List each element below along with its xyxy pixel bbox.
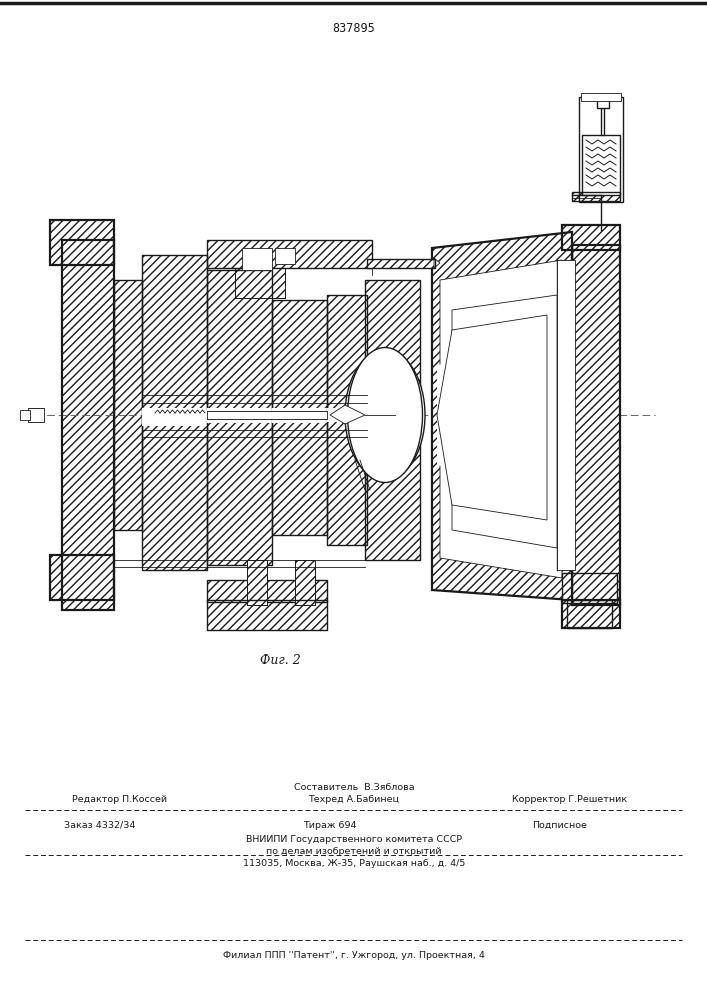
Text: Техред А.Бабинец: Техред А.Бабинец	[308, 796, 399, 804]
Bar	[562, 225, 620, 250]
Bar	[235, 268, 285, 298]
Bar	[235, 268, 285, 298]
Bar	[572, 192, 620, 201]
Polygon shape	[437, 315, 547, 520]
Bar	[365, 393, 420, 435]
Bar	[295, 560, 315, 605]
Bar	[327, 420, 367, 545]
Bar	[142, 415, 207, 570]
Bar	[142, 408, 207, 426]
Bar	[327, 408, 367, 422]
Text: Подписное: Подписное	[532, 820, 588, 830]
Bar	[365, 430, 420, 560]
Bar	[50, 220, 114, 265]
Bar	[597, 100, 609, 108]
Bar	[572, 245, 620, 605]
Text: Филиал ППП ''Патент'', г. Ужгород, ул. Проектная, 4: Филиал ППП ''Патент'', г. Ужгород, ул. П…	[223, 950, 485, 960]
Bar	[365, 280, 420, 395]
Ellipse shape	[345, 350, 425, 480]
Bar	[562, 600, 620, 628]
Bar	[62, 240, 114, 610]
Text: Фиг. 2: Фиг. 2	[259, 654, 300, 666]
Bar	[272, 420, 327, 535]
Text: по делам изобретений и открытий: по делам изобретений и открытий	[267, 846, 442, 856]
Polygon shape	[437, 345, 542, 490]
Bar	[562, 600, 620, 628]
Bar	[50, 220, 114, 265]
Bar	[272, 408, 327, 423]
Bar	[207, 600, 327, 630]
Bar	[365, 430, 420, 560]
Bar	[207, 240, 372, 268]
Bar	[367, 259, 435, 268]
Bar	[207, 580, 327, 602]
Bar	[207, 408, 272, 423]
Text: 113035, Москва, Ж-35, Раушская наб., д. 4/5: 113035, Москва, Ж-35, Раушская наб., д. …	[243, 858, 465, 867]
Bar	[367, 259, 435, 268]
Bar	[272, 300, 327, 410]
Bar	[562, 573, 617, 603]
Bar	[247, 560, 267, 605]
Bar	[327, 295, 367, 410]
Bar	[247, 560, 267, 605]
Ellipse shape	[348, 348, 423, 483]
Polygon shape	[330, 405, 365, 424]
Bar	[579, 97, 623, 202]
Polygon shape	[432, 232, 572, 600]
Bar	[207, 270, 272, 410]
Bar	[207, 580, 327, 602]
Bar	[28, 408, 44, 422]
Polygon shape	[434, 258, 440, 268]
Bar	[272, 420, 327, 535]
Bar	[20, 410, 30, 420]
Bar	[572, 192, 620, 201]
Bar	[581, 93, 621, 101]
Bar	[582, 135, 620, 195]
Bar	[562, 225, 620, 250]
Bar	[207, 420, 272, 565]
Bar	[567, 600, 612, 628]
Polygon shape	[452, 295, 557, 548]
Bar	[562, 573, 617, 603]
Bar	[572, 245, 620, 605]
Bar	[207, 411, 327, 419]
Bar	[327, 295, 367, 410]
Bar	[327, 420, 367, 545]
Bar	[50, 555, 114, 600]
Bar	[272, 300, 327, 410]
Bar	[557, 260, 575, 570]
Bar	[295, 560, 315, 605]
Bar	[142, 415, 207, 570]
Bar	[50, 555, 114, 600]
Bar	[62, 240, 114, 610]
Text: Заказ 4332/34: Заказ 4332/34	[64, 820, 136, 830]
Bar	[275, 248, 295, 264]
Bar	[207, 600, 327, 630]
Bar	[207, 270, 272, 410]
Text: ВНИИПИ Государственного комитета СССР: ВНИИПИ Государственного комитета СССР	[246, 836, 462, 844]
Bar	[242, 248, 272, 270]
Bar	[114, 280, 142, 530]
Bar	[207, 240, 372, 268]
Text: Корректор Г.Решетник: Корректор Г.Решетник	[513, 796, 628, 804]
Text: Составитель  В.Зяблова: Составитель В.Зяблова	[293, 784, 414, 792]
Text: Редактор П.Коссей: Редактор П.Коссей	[72, 796, 168, 804]
Bar	[114, 280, 142, 530]
Bar	[142, 255, 207, 410]
Text: Тираж 694: Тираж 694	[303, 820, 357, 830]
Bar	[142, 255, 207, 410]
Text: 837895: 837895	[332, 21, 375, 34]
Polygon shape	[440, 260, 562, 578]
Bar	[207, 420, 272, 565]
Bar	[567, 600, 612, 628]
Bar	[365, 280, 420, 395]
